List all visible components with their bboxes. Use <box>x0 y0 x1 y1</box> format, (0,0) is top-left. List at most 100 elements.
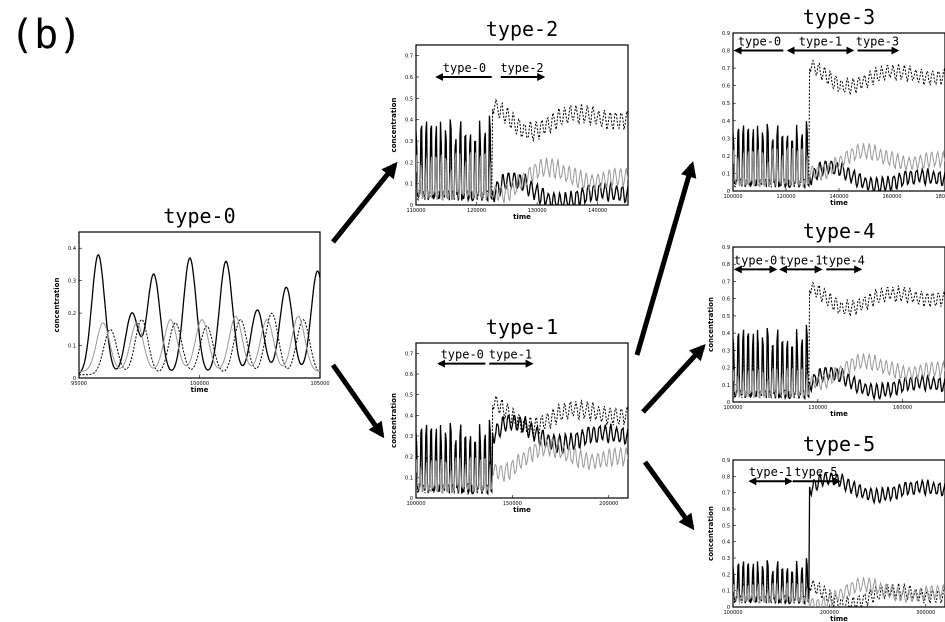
x-tick-label: 150000 <box>503 501 522 507</box>
y-tick-label: 0.1 <box>405 182 413 188</box>
y-tick-label: 0 <box>727 605 730 611</box>
y-axis-label: concentration <box>53 278 61 333</box>
y-tick-label: 0 <box>727 189 730 195</box>
y-tick-label: 0.5 <box>405 96 413 102</box>
regime-annotation: type-3 <box>856 35 900 55</box>
regime-label: type-0 <box>738 35 781 49</box>
series-line-2 <box>733 573 945 607</box>
series-line-1 <box>733 324 945 402</box>
x-axis-label: time <box>830 199 848 207</box>
regime-annotation: type-0 <box>437 348 486 368</box>
y-tick-label: 0.8 <box>722 49 730 55</box>
y-tick-label: 0.4 <box>722 540 730 546</box>
chart-type-3: type-3 0 0.1 0.2 0.3 0.4 0.5 0.6 0.7 0.8 0.9 100000… <box>722 5 945 207</box>
regime-label: type-0 <box>441 348 484 362</box>
y-tick-label: 0.3 <box>405 139 413 145</box>
y-tick-label: 0 <box>73 376 76 382</box>
arrow-type0-to-type2 <box>331 161 398 244</box>
regime-annotation: type-0 <box>733 253 778 274</box>
x-tick-label: 110000 <box>406 208 425 214</box>
y-tick-label: 0.8 <box>722 262 730 268</box>
x-tick-label: 130000 <box>808 405 827 411</box>
x-tick-label: 105000 <box>310 381 329 387</box>
y-tick-label: 0.4 <box>405 118 413 124</box>
series-line-1 <box>733 472 945 606</box>
y-tick-label: 0.6 <box>722 84 730 90</box>
y-tick-label: 0.1 <box>405 475 413 481</box>
y-tick-label: 0.2 <box>405 455 413 461</box>
x-tick-label: 140000 <box>588 208 607 214</box>
series-line-2 <box>733 281 945 400</box>
y-tick-label: 0.9 <box>722 458 730 464</box>
series-group <box>733 59 945 191</box>
x-tick-label: 100000 <box>190 381 209 387</box>
y-tick-label: 0.5 <box>722 314 730 320</box>
y-tick-label: 0.6 <box>722 297 730 303</box>
regime-annotation: type-1 <box>489 348 534 368</box>
series-line-3 <box>733 142 945 188</box>
arrow-type0-to-type1 <box>330 363 385 439</box>
regime-annotation: type-1 <box>786 35 855 55</box>
y-tick-label: 0.7 <box>405 54 413 60</box>
y-tick-label: 0.9 <box>722 245 730 251</box>
y-tick-label: 0.3 <box>68 279 76 285</box>
y-tick-label: 0.3 <box>405 434 413 440</box>
y-tick-label: 0.4 <box>722 119 730 125</box>
y-tick-label: 0 <box>727 400 730 406</box>
x-tick-label: 120000 <box>467 208 486 214</box>
y-tick-label: 0.6 <box>722 507 730 513</box>
panel-label: (b) <box>10 12 82 58</box>
arrow-type1-to-type5 <box>642 460 695 531</box>
y-tick-label: 0.4 <box>405 413 413 419</box>
series-group <box>733 472 945 607</box>
chart-title: type-4 <box>803 219 875 243</box>
y-axis-label: concentration <box>707 506 715 561</box>
x-tick-label: 100000 <box>406 501 425 507</box>
chart-type-2: type-2 0 0.1 0.2 0.3 0.4 0.5 0.6 0.7 110000 120000… <box>390 17 629 221</box>
series-line-3 <box>416 152 628 204</box>
x-tick-label: 130000 <box>528 208 547 214</box>
plot-frame <box>732 246 945 403</box>
regime-label: type-4 <box>822 253 865 267</box>
y-tick-label: 0.3 <box>722 348 730 354</box>
y-tick-label: 0.3 <box>722 136 730 142</box>
series-line-2 <box>416 394 628 495</box>
y-tick-label: 0.1 <box>68 344 76 350</box>
y-tick-label: 0.2 <box>405 160 413 166</box>
y-tick-label: 0.1 <box>722 171 730 177</box>
y-tick-label: 0 <box>410 203 413 209</box>
x-tick-label: 180000 <box>935 194 945 200</box>
chart-type-1: type-1 0 0.1 0.2 0.3 0.4 0.5 0.6 0.7 100000 150000… <box>390 315 629 514</box>
x-tick-label: 200000 <box>820 610 839 616</box>
chart-title: type-1 <box>486 315 558 339</box>
y-tick-label: 0.2 <box>722 154 730 160</box>
y-tick-label: 0.2 <box>722 366 730 372</box>
y-tick-label: 0.9 <box>722 31 730 37</box>
y-tick-label: 0.1 <box>722 383 730 389</box>
chart-title: type-2 <box>486 17 558 41</box>
series-line-3 <box>733 352 945 399</box>
chart-type-0: type-0 0 0.1 0.2 0.3 0.4 95000 100000 105000 time… <box>53 204 330 394</box>
series-line-2 <box>79 312 320 376</box>
regime-label: type-2 <box>500 61 543 75</box>
series-group <box>733 281 945 402</box>
x-axis-label: time <box>830 615 848 622</box>
y-axis-label: concentration <box>390 98 398 153</box>
y-tick-label: 0.6 <box>405 75 413 81</box>
series-line-2 <box>733 59 945 188</box>
y-axis-label: concentration <box>707 297 715 352</box>
series-group <box>416 394 628 496</box>
y-tick-label: 0.6 <box>405 372 413 378</box>
x-axis-label: time <box>513 213 531 221</box>
regime-label: type-0 <box>734 253 777 267</box>
regime-annotation: type-0 <box>733 35 784 55</box>
series-group <box>416 98 628 205</box>
y-tick-label: 0.3 <box>722 556 730 562</box>
x-tick-label: 160000 <box>882 194 901 200</box>
chart-title: type-3 <box>803 5 875 29</box>
regime-label: type-1 <box>799 35 842 49</box>
chart-type-5: type-5 0 0.1 0.2 0.3 0.4 0.5 0.6 0.7 0.8 0.9 100000… <box>707 432 945 622</box>
x-tick-label: 100000 <box>723 610 742 616</box>
y-tick-label: 0.8 <box>722 474 730 480</box>
series-line-3 <box>416 437 628 494</box>
